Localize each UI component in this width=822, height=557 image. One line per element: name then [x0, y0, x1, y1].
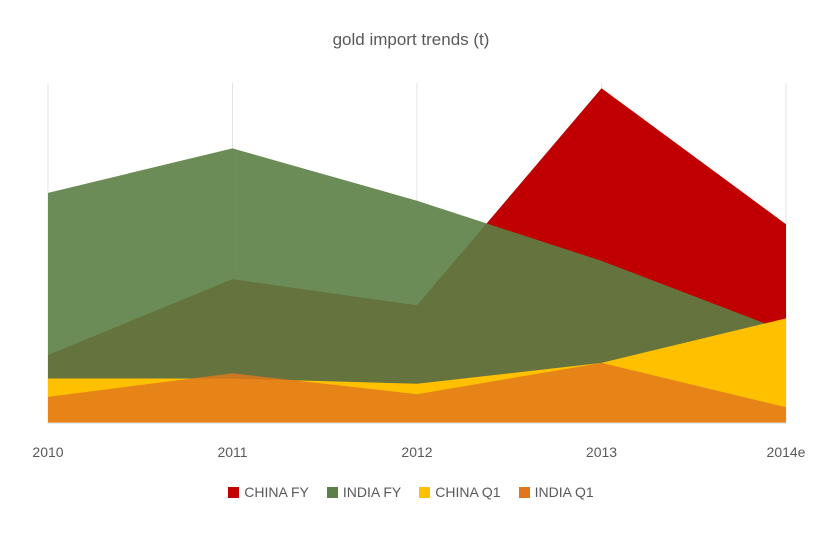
legend-swatch	[419, 486, 431, 498]
area-india-fy	[48, 148, 786, 423]
legend: CHINA FY INDIA FY CHINA Q1 INDIA Q1	[0, 484, 822, 500]
x-tick-label: 2012	[401, 444, 432, 460]
legend-label: CHINA FY	[244, 484, 309, 500]
legend-label: INDIA Q1	[534, 484, 594, 500]
legend-item-india-fy: INDIA FY	[326, 484, 402, 500]
legend-item-china-q1: CHINA Q1	[419, 484, 501, 500]
legend-swatch	[518, 486, 530, 498]
legend-swatch	[326, 486, 338, 498]
legend-label: CHINA Q1	[435, 484, 501, 500]
legend-swatch	[228, 486, 240, 498]
legend-item-china-fy: CHINA FY	[228, 484, 309, 500]
x-tick-label: 2010	[32, 444, 63, 460]
x-tick-label: 2013	[586, 444, 617, 460]
area-india-q1	[48, 362, 786, 423]
x-tick-label: 2011	[217, 444, 247, 460]
chart-title: gold import trends (t)	[332, 30, 490, 49]
x-tick-label: 2014e	[767, 444, 806, 460]
legend-label: INDIA FY	[342, 484, 402, 500]
legend-item-india-q1: INDIA Q1	[518, 484, 594, 500]
